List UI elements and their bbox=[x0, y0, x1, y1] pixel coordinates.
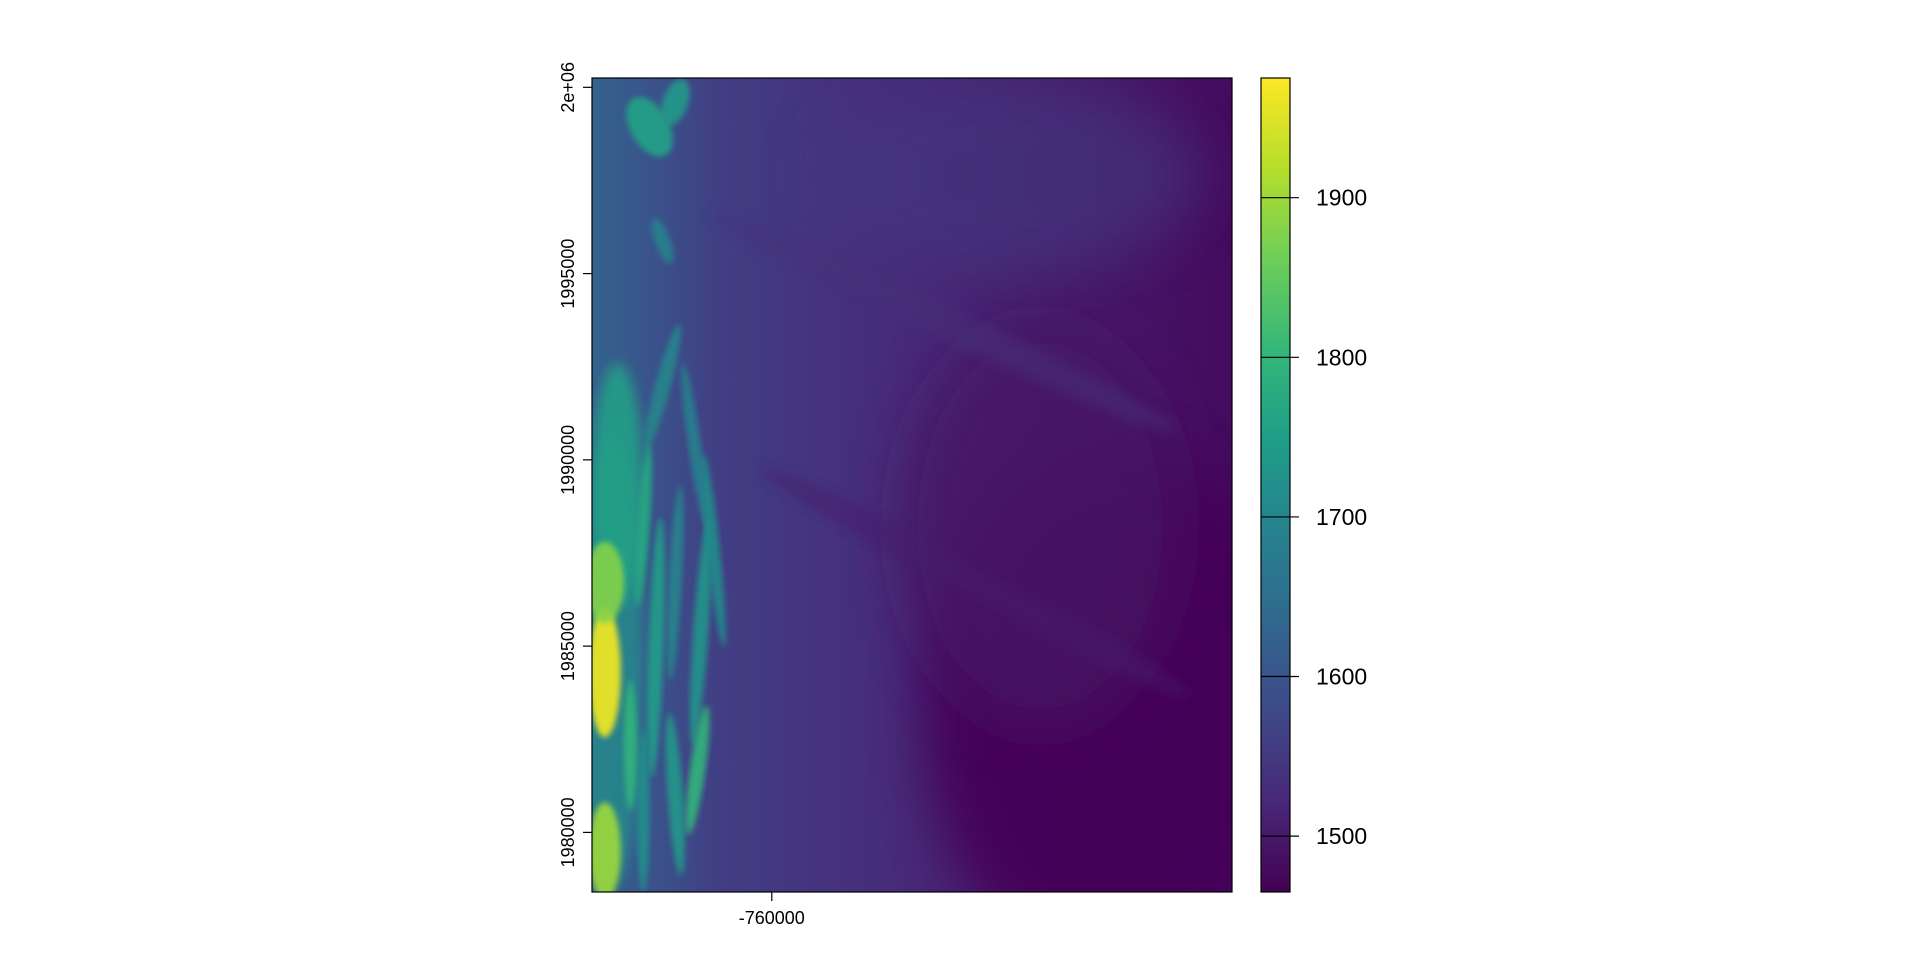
colorbar-ramp bbox=[1261, 78, 1290, 892]
relief-patch bbox=[592, 607, 621, 738]
relief-patch bbox=[667, 485, 684, 681]
elevation-raster bbox=[592, 78, 1232, 892]
colorbar-tick-label: 1500 bbox=[1316, 823, 1367, 849]
colorbar: 1500 1600 1700 1800 1900 bbox=[1260, 77, 1367, 893]
relief-patch bbox=[899, 322, 1181, 730]
relief-patch bbox=[592, 802, 621, 892]
colorbar-tick-label: 1700 bbox=[1316, 504, 1367, 530]
raster-relief bbox=[592, 78, 1232, 892]
colorbar-tick-label: 1800 bbox=[1316, 344, 1367, 370]
relief-patch bbox=[761, 467, 1191, 698]
relief-patch bbox=[685, 705, 710, 835]
relief-patch bbox=[711, 213, 1177, 432]
relief-patch bbox=[816, 78, 1200, 274]
y-tick-label: 2e+06 bbox=[558, 62, 578, 113]
relief-patch bbox=[651, 217, 674, 264]
x-tick-label: -760000 bbox=[739, 908, 805, 928]
relief-patch bbox=[660, 79, 690, 126]
relief-patch bbox=[681, 363, 708, 525]
y-axis: 1980000 1985000 1990000 1995000 2e+06 bbox=[558, 62, 592, 867]
y-tick-label: 1995000 bbox=[558, 239, 578, 309]
colorbar-tick-label: 1600 bbox=[1316, 664, 1367, 690]
relief-patch bbox=[665, 713, 685, 876]
y-tick-label: 1985000 bbox=[558, 611, 578, 681]
relief-patch bbox=[643, 324, 681, 451]
y-tick-label: 1980000 bbox=[558, 797, 578, 867]
relief-patch bbox=[647, 517, 665, 778]
relief-patch bbox=[701, 452, 726, 648]
colorbar-tick-label: 1900 bbox=[1316, 185, 1367, 211]
map-frame bbox=[591, 77, 1233, 893]
relief-patch bbox=[634, 444, 652, 607]
relief-patch bbox=[624, 680, 637, 811]
colorbar-ticks: 1500 1600 1700 1800 1900 bbox=[1261, 185, 1367, 849]
y-tick-label: 1990000 bbox=[558, 425, 578, 495]
relief-patch bbox=[689, 517, 712, 746]
relief-patch bbox=[636, 729, 650, 892]
relief-patch bbox=[592, 541, 624, 624]
x-axis: -760000 bbox=[739, 892, 805, 928]
colorbar-frame bbox=[1260, 77, 1291, 893]
